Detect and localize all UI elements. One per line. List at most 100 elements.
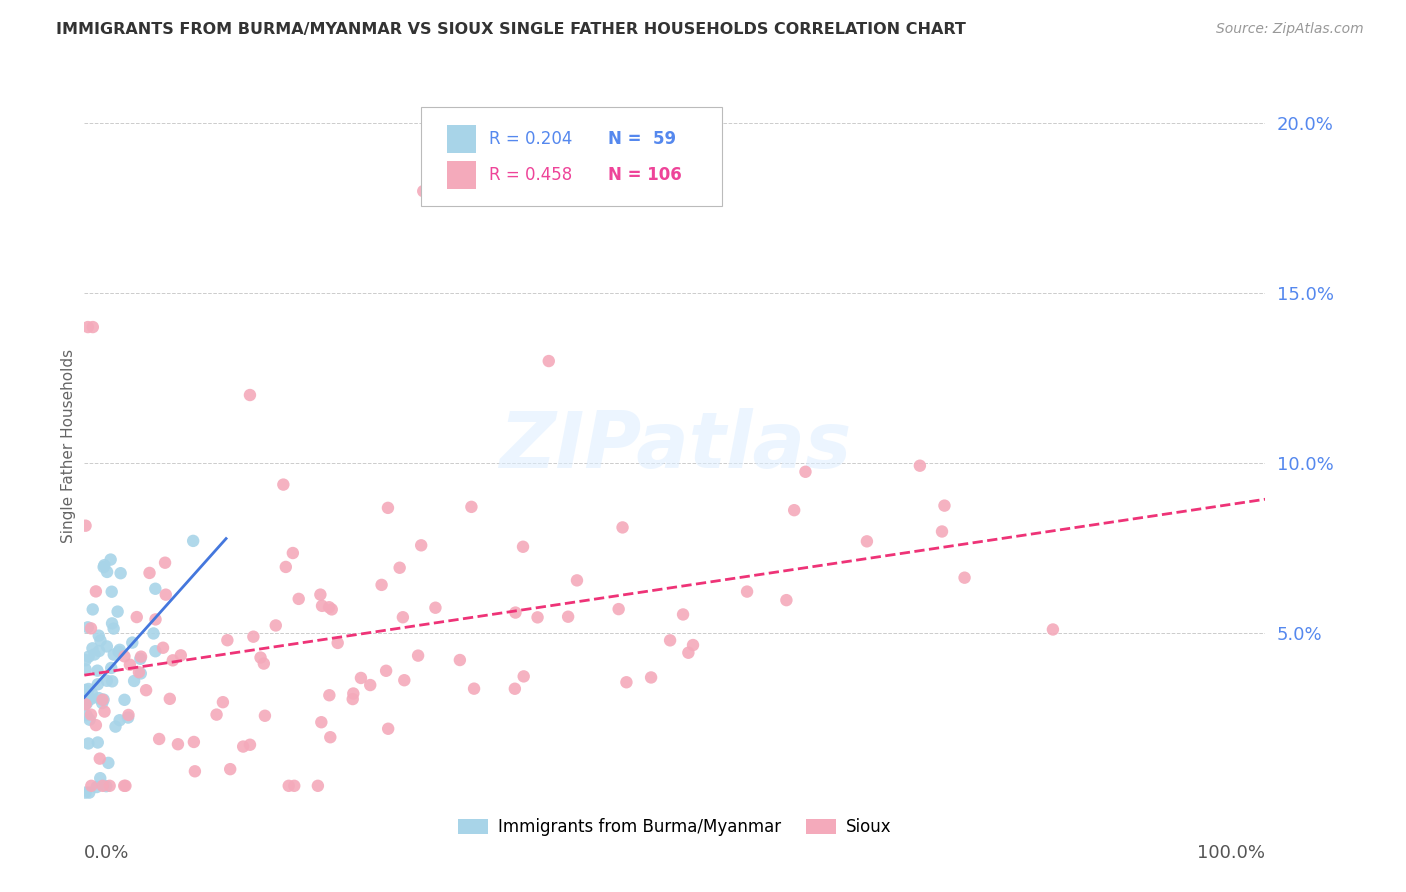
- Point: [162, 653, 184, 667]
- Point: [212, 695, 235, 709]
- Point: [856, 534, 879, 549]
- Point: [153, 556, 176, 570]
- Point: [392, 610, 415, 624]
- Point: [145, 644, 167, 658]
- Point: [249, 650, 271, 665]
- Point: [87, 629, 110, 643]
- Point: [84, 718, 107, 732]
- Point: [84, 584, 107, 599]
- Point: [96, 673, 118, 688]
- Point: [607, 602, 630, 616]
- Text: 100.0%: 100.0%: [1198, 844, 1265, 862]
- Bar: [447, 161, 477, 189]
- Point: [318, 600, 340, 615]
- Point: [80, 779, 103, 793]
- Y-axis label: Single Father Households: Single Father Households: [60, 349, 76, 543]
- Point: [108, 642, 131, 657]
- Point: [77, 320, 100, 334]
- Point: [117, 710, 139, 724]
- Point: [311, 599, 333, 613]
- Point: [89, 771, 111, 785]
- Point: [377, 500, 399, 515]
- Point: [79, 713, 101, 727]
- Point: [277, 779, 299, 793]
- Point: [1042, 623, 1064, 637]
- Point: [77, 786, 100, 800]
- Point: [682, 638, 704, 652]
- Point: [98, 779, 121, 793]
- Point: [80, 621, 103, 635]
- Point: [93, 560, 115, 574]
- Point: [219, 762, 242, 776]
- Point: [77, 736, 100, 750]
- Point: [118, 657, 141, 672]
- Point: [460, 500, 482, 514]
- Point: [307, 779, 329, 793]
- Point: [89, 633, 111, 648]
- Point: [449, 653, 471, 667]
- Point: [122, 673, 145, 688]
- Point: [342, 692, 364, 706]
- Point: [87, 644, 110, 658]
- Point: [80, 707, 103, 722]
- Point: [318, 688, 340, 702]
- Point: [311, 715, 333, 730]
- Point: [87, 691, 110, 706]
- Point: [103, 648, 125, 662]
- Point: [557, 609, 579, 624]
- Text: N = 106: N = 106: [607, 166, 682, 184]
- Point: [309, 588, 332, 602]
- Point: [93, 705, 115, 719]
- Legend: Immigrants from Burma/Myanmar, Sioux: Immigrants from Burma/Myanmar, Sioux: [451, 812, 898, 843]
- Point: [155, 588, 177, 602]
- Point: [138, 566, 160, 580]
- Point: [526, 610, 548, 624]
- Point: [96, 565, 118, 579]
- Point: [183, 735, 205, 749]
- Point: [80, 686, 103, 700]
- Point: [512, 540, 534, 554]
- Point: [91, 696, 114, 710]
- Point: [232, 739, 254, 754]
- Point: [678, 646, 700, 660]
- Point: [80, 692, 103, 706]
- Point: [135, 683, 157, 698]
- Point: [239, 738, 262, 752]
- Point: [283, 779, 305, 793]
- Point: [145, 612, 167, 626]
- Point: [181, 533, 204, 548]
- Point: [82, 320, 104, 334]
- Text: N =  59: N = 59: [607, 130, 676, 148]
- Point: [101, 616, 124, 631]
- Text: 0.0%: 0.0%: [84, 844, 129, 862]
- Point: [142, 626, 165, 640]
- Point: [75, 518, 97, 533]
- Point: [350, 671, 373, 685]
- Point: [89, 751, 111, 765]
- Point: [75, 683, 97, 698]
- Point: [321, 602, 343, 616]
- Point: [170, 648, 193, 663]
- Point: [616, 675, 638, 690]
- Point: [537, 354, 560, 368]
- Point: [108, 713, 131, 727]
- Point: [512, 669, 534, 683]
- Point: [217, 633, 239, 648]
- Point: [287, 591, 309, 606]
- Point: [112, 779, 135, 793]
- Point: [794, 465, 817, 479]
- Point: [388, 560, 411, 574]
- Text: R = 0.204: R = 0.204: [489, 130, 572, 148]
- Point: [97, 756, 120, 770]
- Point: [463, 681, 485, 696]
- Point: [114, 693, 136, 707]
- Point: [167, 737, 190, 751]
- Point: [359, 678, 381, 692]
- Point: [953, 571, 976, 585]
- Point: [908, 458, 931, 473]
- Point: [394, 673, 416, 688]
- Point: [326, 636, 349, 650]
- Point: [274, 560, 297, 574]
- Point: [76, 708, 98, 723]
- FancyBboxPatch shape: [420, 107, 723, 205]
